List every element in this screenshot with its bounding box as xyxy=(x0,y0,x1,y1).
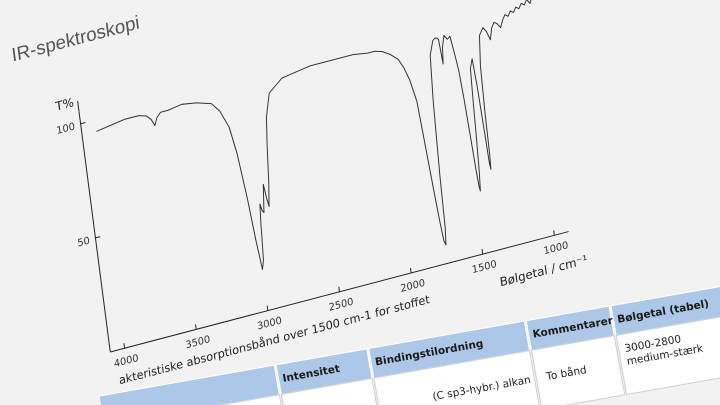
x-tick xyxy=(409,267,412,274)
x-tick xyxy=(123,343,126,349)
x-tick xyxy=(266,305,269,311)
spectrum-line xyxy=(96,0,538,271)
y-axis xyxy=(77,100,111,353)
y-tick-label: 50 xyxy=(77,235,91,249)
x-tick xyxy=(195,324,197,330)
body-cell xyxy=(615,312,720,396)
y-tick xyxy=(95,236,101,239)
x-tick xyxy=(338,286,340,292)
y-tick-label: 100 xyxy=(56,121,76,137)
body-cell xyxy=(280,377,383,405)
y-tick xyxy=(80,122,86,125)
table: IntensitetBindingstilordningKommentarerB… xyxy=(98,282,720,405)
x-tick xyxy=(481,249,484,255)
body-cell xyxy=(373,350,541,405)
x-tick xyxy=(553,230,555,236)
y-axis-label: T% xyxy=(54,95,75,114)
body-cell xyxy=(530,335,626,405)
header-cell xyxy=(98,364,280,405)
